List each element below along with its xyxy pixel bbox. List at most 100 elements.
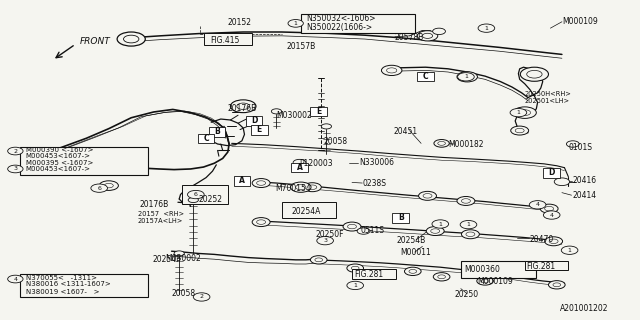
Circle shape (548, 281, 565, 289)
Text: 1: 1 (294, 21, 298, 26)
Text: M700154: M700154 (275, 184, 311, 193)
Text: 20416: 20416 (573, 176, 597, 185)
Circle shape (423, 194, 432, 198)
Text: FIG.281: FIG.281 (354, 270, 383, 279)
Bar (204, 33, 252, 45)
Circle shape (404, 267, 421, 276)
Circle shape (8, 147, 23, 155)
Circle shape (513, 107, 536, 118)
Circle shape (434, 140, 449, 147)
Circle shape (91, 184, 108, 192)
Circle shape (387, 68, 397, 73)
Bar (251, 125, 268, 135)
Bar (282, 202, 336, 218)
Circle shape (124, 35, 139, 43)
Circle shape (310, 256, 327, 264)
Text: 20254A: 20254A (291, 207, 321, 216)
Text: E: E (316, 107, 321, 116)
Circle shape (549, 239, 558, 244)
Text: 0511S: 0511S (360, 226, 384, 235)
Circle shape (230, 100, 256, 113)
Text: M000395 <-1607>: M000395 <-1607> (26, 160, 93, 166)
Circle shape (519, 110, 531, 116)
Text: 20176B: 20176B (140, 200, 169, 209)
Bar (20, 147, 148, 175)
Circle shape (317, 236, 333, 245)
Circle shape (8, 165, 23, 173)
Text: 20058: 20058 (323, 137, 348, 146)
Circle shape (481, 279, 489, 283)
Text: M000360: M000360 (465, 265, 500, 274)
Circle shape (288, 20, 303, 27)
Text: 20254F: 20254F (152, 255, 181, 264)
Text: N350022(1606->: N350022(1606-> (306, 23, 372, 32)
Bar (234, 176, 250, 186)
Text: 3: 3 (13, 166, 17, 172)
Text: 20250H<RH>: 20250H<RH> (525, 92, 572, 97)
Circle shape (466, 232, 475, 236)
Bar (543, 168, 560, 178)
Circle shape (417, 31, 438, 41)
Text: 2: 2 (200, 294, 204, 300)
Circle shape (188, 190, 204, 199)
Text: 20252: 20252 (198, 195, 223, 204)
Circle shape (343, 222, 361, 231)
Circle shape (348, 224, 356, 229)
Circle shape (291, 182, 311, 192)
Circle shape (545, 237, 563, 246)
Circle shape (520, 67, 548, 81)
Bar (301, 14, 415, 33)
Circle shape (543, 211, 560, 219)
Circle shape (315, 258, 323, 262)
Circle shape (561, 246, 578, 254)
Bar (352, 269, 396, 279)
Text: C: C (204, 134, 209, 143)
Circle shape (438, 141, 445, 145)
Circle shape (257, 220, 266, 224)
Text: M030002: M030002 (165, 254, 201, 263)
Text: 20176B: 20176B (227, 104, 257, 113)
Text: M000109: M000109 (562, 17, 598, 26)
Bar (417, 72, 434, 81)
Bar (291, 163, 308, 172)
Circle shape (38, 154, 49, 160)
Text: N380019 <1607-   >: N380019 <1607- > (26, 289, 99, 295)
Text: 1: 1 (353, 283, 357, 288)
Text: D: D (251, 116, 257, 125)
Text: A201001202: A201001202 (560, 304, 609, 313)
Text: 1: 1 (484, 26, 488, 31)
Circle shape (419, 191, 436, 200)
Text: 1: 1 (464, 74, 468, 79)
Circle shape (461, 199, 470, 203)
Text: 1: 1 (467, 222, 470, 227)
Text: M000453<1607->: M000453<1607-> (26, 153, 91, 158)
Circle shape (347, 264, 364, 272)
Bar (182, 185, 228, 204)
Circle shape (357, 228, 370, 234)
Text: FRONT: FRONT (80, 37, 111, 46)
Text: 6: 6 (97, 186, 101, 191)
Circle shape (252, 179, 270, 188)
Circle shape (540, 204, 558, 213)
Text: P120003: P120003 (300, 159, 333, 168)
Circle shape (257, 181, 266, 185)
Bar (461, 261, 536, 278)
Circle shape (554, 178, 570, 186)
Circle shape (529, 201, 546, 209)
Text: 20578B: 20578B (395, 33, 424, 42)
Text: FIG.415: FIG.415 (210, 36, 239, 44)
Circle shape (511, 126, 529, 135)
Circle shape (438, 275, 445, 279)
Text: 20414: 20414 (573, 191, 597, 200)
Circle shape (433, 273, 450, 281)
Circle shape (303, 183, 321, 192)
Text: A: A (296, 163, 303, 172)
Text: 4: 4 (13, 276, 17, 282)
Text: 1: 1 (568, 248, 572, 253)
Circle shape (409, 269, 417, 273)
Text: N380016 <1311-1607>: N380016 <1311-1607> (26, 282, 110, 287)
Circle shape (8, 275, 23, 283)
Circle shape (422, 33, 433, 38)
Text: C: C (423, 72, 428, 81)
Bar (310, 107, 327, 116)
